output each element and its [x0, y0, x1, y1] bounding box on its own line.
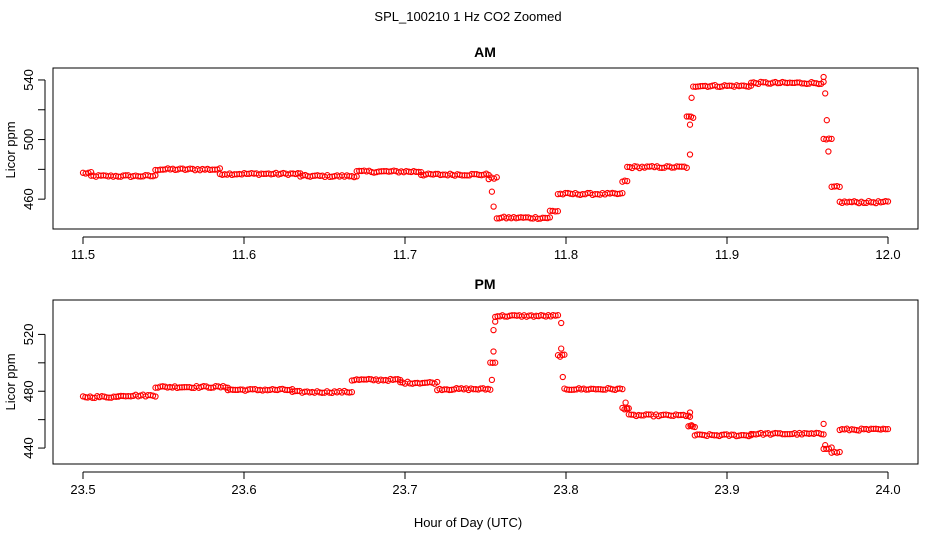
- panel-pm-data-point: [818, 430, 825, 438]
- panel-pm-data-point: [619, 385, 626, 393]
- panel-pm-data-point: [688, 422, 695, 429]
- panel-pm-data-point: [490, 326, 497, 334]
- panel-am-data-point: [833, 183, 841, 190]
- panel-pm-data-point: [558, 319, 565, 327]
- panel-am-data-point: [552, 208, 559, 215]
- panel-pm-data-point: [624, 405, 631, 412]
- panel-am-data-point: [683, 164, 690, 171]
- panel-pm-data-point: [820, 431, 827, 438]
- panel-am-data-point: [836, 183, 843, 191]
- panel-am-x-tick-label: 11.7: [393, 247, 417, 262]
- panel-pm-data-point: [884, 425, 892, 433]
- panel-am-data-point: [624, 177, 631, 185]
- panel-pm-data-point: [488, 376, 496, 384]
- panel-am-points: [79, 73, 892, 222]
- panel-pm-x-tick-label: 23.7: [392, 482, 417, 497]
- panel-pm-title: PM: [475, 276, 496, 292]
- panel-am-data-point: [690, 114, 697, 121]
- panel-pm-y-tick-label: 520: [21, 324, 36, 346]
- panel-am-data-point: [825, 148, 832, 155]
- panel-am-data-point: [619, 189, 626, 197]
- panel-pm-data-point: [152, 393, 159, 400]
- panel-pm-data-point: [554, 312, 562, 319]
- panel-am-data-point: [546, 214, 554, 221]
- panel-pm-x-tick-label: 23.6: [231, 482, 256, 497]
- panel-am-data-point: [823, 117, 830, 124]
- panel-pm: PM Licor ppm 23.5 23.6 23.7 23.8 23.9 24.0 440…: [3, 276, 919, 497]
- panel-am-data-point: [884, 198, 892, 205]
- panel-am-data-point: [686, 121, 694, 128]
- panel-am: AM Licor ppm 11.5 11.6 11.7 11.8 11.9 12.0 460…: [3, 44, 919, 262]
- panel-am-title: AM: [474, 44, 496, 60]
- panel-pm-data-point: [489, 359, 496, 366]
- panel-pm-x-tick-label: 23.5: [70, 482, 95, 497]
- panel-am-ylabel: Licor ppm: [3, 121, 18, 178]
- panel-pm-y-tick-label: 480: [21, 380, 36, 402]
- panel-am-x-tick-label: 11.5: [71, 247, 95, 262]
- panel-pm-x-tick-label: 23.9: [714, 482, 739, 497]
- panel-am-x-tick-label: 11.6: [232, 247, 256, 262]
- panel-am-data-point: [490, 203, 497, 210]
- panel-pm-data-point: [490, 348, 497, 355]
- panel-pm-data-point: [346, 389, 353, 396]
- figure-title: SPL_100210 1 Hz CO2 Zoomed: [374, 9, 561, 24]
- panel-pm-data-point: [682, 412, 690, 420]
- panel-pm-x-tick-label: 24.0: [875, 482, 900, 497]
- panel-pm-data-point: [686, 409, 694, 416]
- panel-pm-data-point: [559, 351, 566, 359]
- panel-pm-data-point: [686, 413, 694, 420]
- panel-am-data-point: [554, 208, 562, 215]
- panel-am-data-point: [882, 197, 889, 205]
- panel-pm-points: [79, 311, 892, 456]
- panel-pm-data-point: [820, 420, 827, 428]
- panel-pm-data-point: [691, 423, 698, 431]
- panel-am-x-tick-label: 11.9: [715, 247, 739, 262]
- panel-am-y-tick-label: 540: [21, 69, 36, 91]
- panel-pm-data-point: [559, 373, 566, 381]
- panel-am-data-point: [616, 190, 624, 197]
- panel-pm-x-tick-label: 23.8: [553, 482, 578, 497]
- panel-pm-data-point: [487, 386, 494, 393]
- panel-am-data-point: [683, 113, 690, 120]
- panel-am-data-point: [825, 135, 833, 142]
- panel-pm-ylabel: Licor ppm: [3, 353, 18, 410]
- panel-am-data-point: [685, 113, 693, 120]
- panel-pm-data-point: [561, 351, 568, 358]
- panel-pm-data-point: [348, 388, 356, 396]
- panel-pm-data-point: [882, 426, 889, 433]
- panel-am-frame: [52, 67, 919, 230]
- panel-am-data-point: [488, 188, 496, 195]
- x-axis-label: Hour of Day (UTC): [414, 515, 522, 530]
- panel-pm-data-point: [492, 359, 499, 366]
- panel-pm-data-point: [833, 449, 841, 456]
- panel-am-data-point: [621, 177, 628, 184]
- panel-pm-data-point: [616, 385, 624, 392]
- panel-am-data-point: [822, 90, 829, 97]
- panel-am-x-tick-label: 11.8: [554, 247, 578, 262]
- panel-am-axes: 11.5 11.6 11.7 11.8 11.9 12.0 460 500 540: [21, 67, 919, 262]
- panel-pm-data-point: [836, 448, 843, 456]
- panel-am-data-point: [820, 73, 827, 81]
- panel-pm-data-point: [434, 378, 441, 386]
- panel-am-data-point: [493, 174, 500, 181]
- panel-am-y-tick-label: 460: [21, 188, 36, 210]
- panel-pm-data-point: [552, 312, 559, 319]
- panel-pm-data-point: [492, 318, 499, 325]
- panel-pm-y-tick-label: 440: [21, 437, 36, 459]
- panel-am-x-tick-label: 12.0: [875, 247, 900, 262]
- panel-pm-data-point: [558, 345, 565, 352]
- panel-am-y-tick-label: 500: [21, 129, 36, 151]
- panel-am-data-point: [688, 94, 695, 101]
- panel-pm-data-point: [822, 442, 829, 449]
- panel-am-data-point: [686, 151, 694, 158]
- panel-am-data-point: [828, 135, 835, 143]
- panel-pm-axes: 23.5 23.6 23.7 23.8 23.9 24.0 440 480 520: [21, 299, 919, 497]
- panel-pm-frame: [52, 299, 919, 465]
- panel-pm-data-point: [622, 399, 629, 406]
